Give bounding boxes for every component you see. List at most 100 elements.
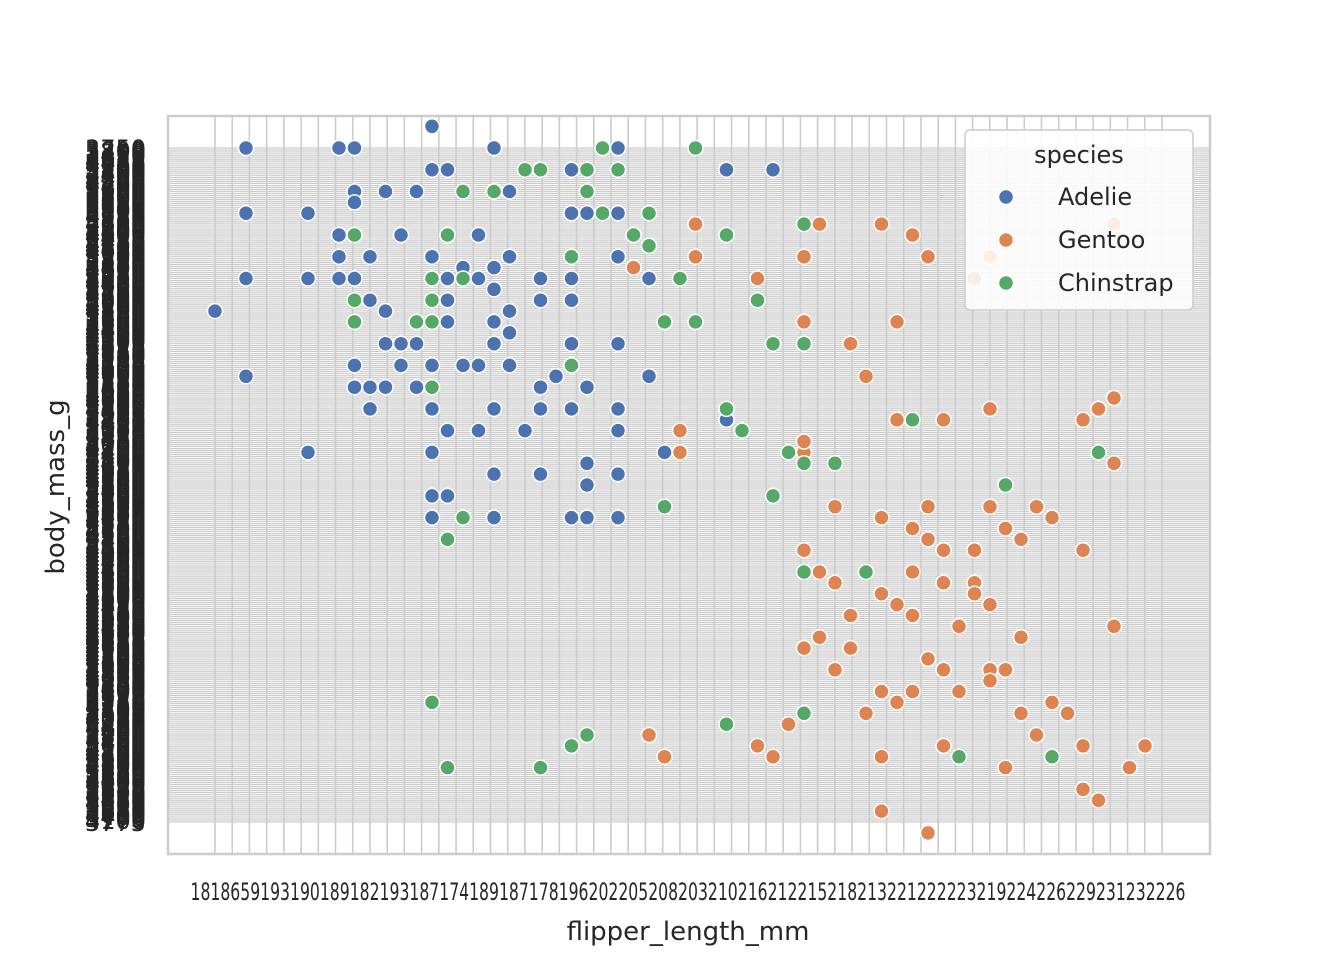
y-tick-label: 5500 [85,649,146,677]
y-tick-label: 3400 [85,173,146,201]
y-tick-label: 3550 [85,760,146,788]
y-tick-label: 3450 [85,141,146,169]
point-chinstrap [795,215,813,233]
y-tick-label: 4725 [85,596,146,624]
point-chinstrap [594,139,611,157]
y-tick-label: 4550 [85,443,146,471]
point-gentoo [1043,509,1061,526]
point-chinstrap [795,705,813,722]
y-tick-label: 5550 [85,550,146,578]
y-tick-label: 4150 [85,202,146,230]
y-tick-label: 3950 [85,190,146,218]
y-tick-label: 3600 [85,744,146,772]
point-gentoo [873,509,890,526]
y-tick-label: 2700 [85,752,146,780]
point-adelie [237,270,255,287]
y-tick-label: 3150 [85,370,146,398]
y-tick-label: 5550 [85,520,146,548]
y-tick-label: 5550 [85,491,146,519]
y-tick-label: 4250 [85,151,146,179]
y-tick-label: 3350 [85,740,146,768]
y-tick-label: 5200 [85,447,146,475]
y-tick-label: 3750 [85,135,146,163]
point-gentoo [935,661,952,679]
y-tick-label: 3800 [85,246,146,274]
y-tick-label: 5300 [85,605,146,633]
y-tick-label: 3725 [85,416,146,444]
point-adelie [532,465,549,483]
y-tick-label: 5350 [85,511,146,539]
point-gentoo [749,270,766,287]
point-adelie [439,487,456,505]
legend-box [964,129,1194,311]
y-tick-label: 3800 [85,696,146,724]
point-chinstrap [764,335,782,352]
point-adelie [764,161,782,178]
point-gentoo [811,628,828,646]
y-tick-label: 3800 [85,137,146,165]
y-tick-label: 4300 [85,313,146,341]
point-chinstrap [733,422,751,439]
point-chinstrap [532,161,549,178]
y-tick-label: 5950 [85,653,146,681]
y-tick-label: 6300 [85,467,146,495]
point-adelie [346,378,363,396]
point-gentoo [826,574,844,592]
y-tick-label: 3400 [85,406,146,434]
point-gentoo [656,748,673,766]
legend-label-gentoo: Gentoo [1058,226,1145,254]
y-tick-label: 5350 [85,598,146,626]
y-tick-label: 5000 [85,651,146,679]
point-gentoo [873,683,890,700]
y-tick-label: 5850 [85,463,146,491]
point-chinstrap [671,270,689,287]
point-chinstrap [795,563,813,581]
y-tick-label: 3600 [85,271,146,299]
y-tick-label: 3900 [85,214,146,242]
point-adelie [377,335,394,352]
x-axis-label: flipper_length_mm [567,917,810,947]
y-tick-label: 4500 [85,167,146,195]
point-adelie [346,357,363,374]
y-tick-label: 3475 [85,412,146,440]
y-tick-label: 3600 [85,779,146,807]
point-chinstrap [718,400,735,418]
y-tick-label: 3000 [85,418,146,446]
y-tick-label: 4675 [85,147,146,175]
y-tick-label: 4450 [85,548,146,576]
y-tick-label: 4000 [85,431,146,459]
y-tick-label: 3675 [85,773,146,801]
y-tick-label: 5400 [85,503,146,531]
point-gentoo [888,411,906,429]
y-tick-label: 3600 [85,716,146,744]
y-tick-label: 5650 [85,487,146,515]
y-tick-label: 4100 [85,485,146,513]
y-tick-label: 3850 [85,748,146,776]
point-gentoo [935,574,952,592]
point-adelie [330,248,348,265]
point-gentoo [919,531,937,548]
y-tick-label: 4050 [85,781,146,809]
y-tick-label: 3350 [85,783,146,811]
point-adelie [578,476,596,494]
y-tick-label: 2900 [85,362,146,390]
point-adelie [408,335,425,352]
y-tick-label: 4575 [85,647,146,675]
y-tick-label: 4625 [85,592,146,620]
y-tick-label: 3775 [85,698,146,726]
point-adelie [392,335,410,352]
y-tick-label: 2850 [85,260,146,288]
y-tick-label: 5850 [85,661,146,689]
y-tick-label: 5250 [85,507,146,535]
y-tick-label: 5400 [85,675,146,703]
point-gentoo [935,411,952,429]
y-tick-label: 3575 [85,704,146,732]
point-adelie [346,139,363,157]
point-adelie [485,139,503,157]
y-tick-label: 3750 [85,250,146,278]
point-gentoo [764,748,782,766]
y-tick-label: 5500 [85,641,146,669]
point-gentoo [919,248,937,265]
point-chinstrap [563,248,580,265]
point-chinstrap [439,226,456,244]
